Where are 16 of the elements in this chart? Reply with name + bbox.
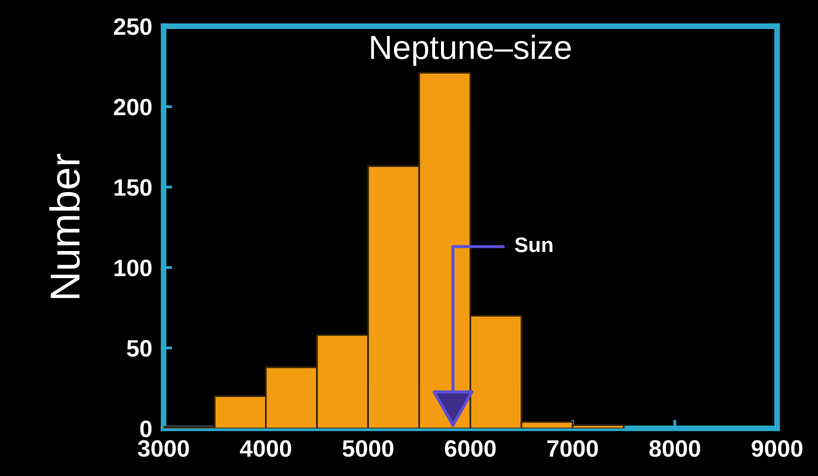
y-tick-label: 250 [114,18,152,35]
x-tick-label: 5000 [342,440,394,457]
x-tick-label: 3000 [138,440,189,457]
x-tick-label: 9000 [752,440,802,457]
y-axis-title: Number [49,154,80,298]
chart-title: Neptune–size [371,34,571,66]
y-tick-label: 0 [140,420,152,438]
y-tick-label: 150 [114,179,152,196]
y-tick-label: 200 [114,98,152,116]
x-tick-label: 7000 [547,440,598,457]
annotation: Sun [514,237,552,252]
x-tick-label: 4000 [240,440,292,457]
y-tick-label: 100 [114,260,152,276]
x-tick-label: 8000 [649,440,700,457]
y-tick-label: 50 [126,340,152,357]
x-tick-label: 6000 [444,440,496,457]
